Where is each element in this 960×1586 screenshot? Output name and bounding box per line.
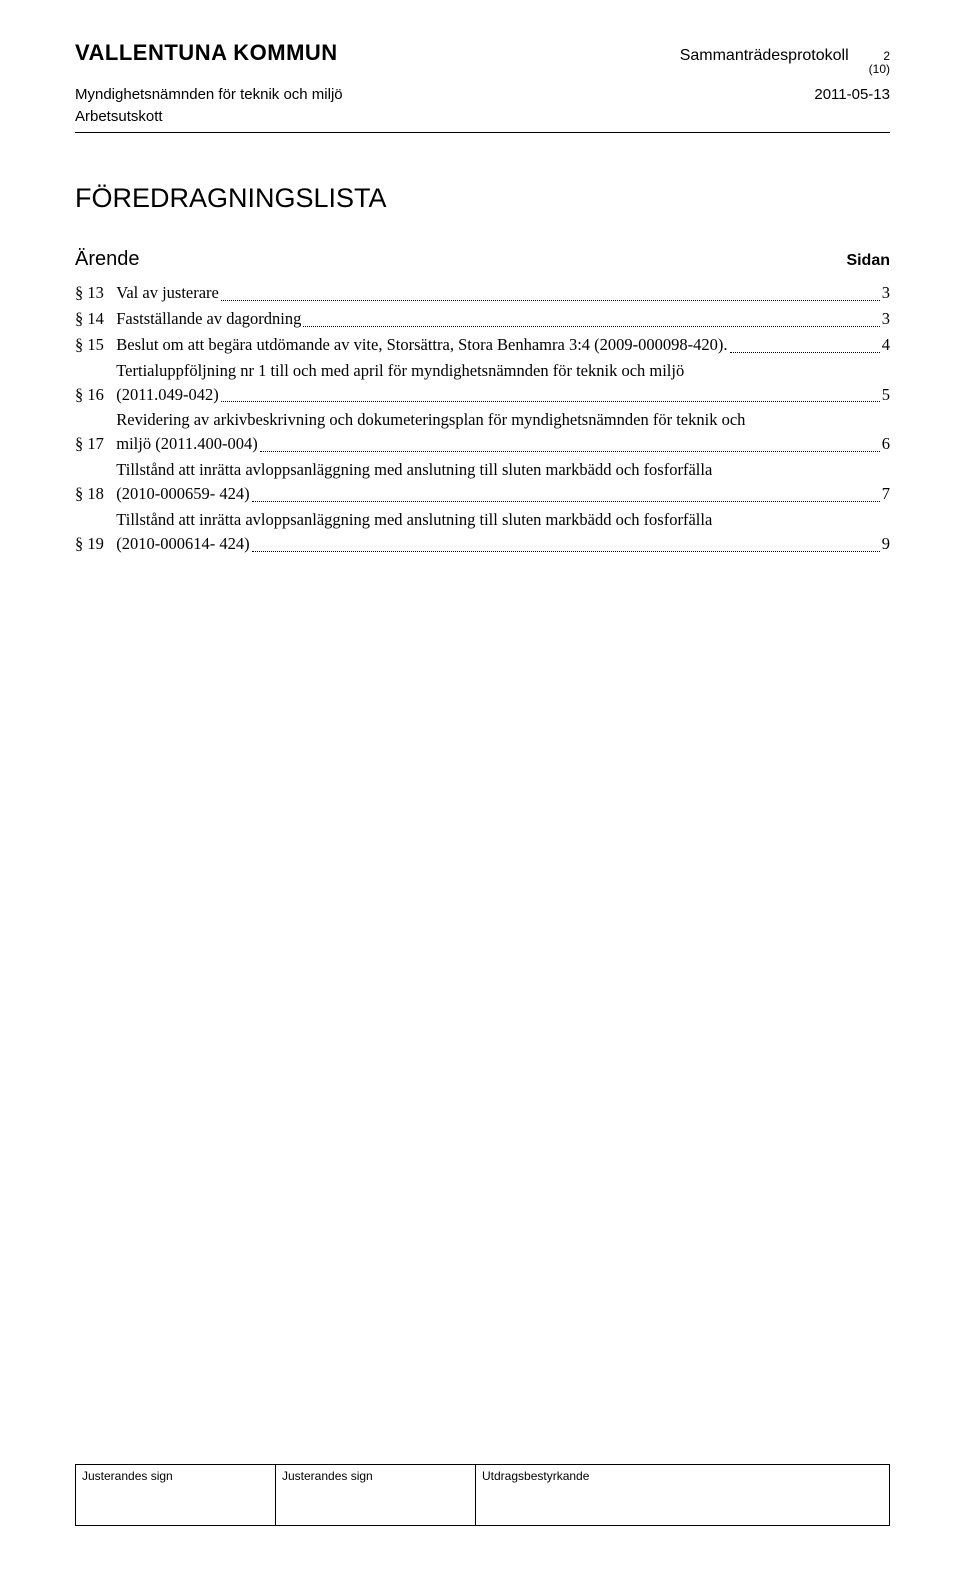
document-type: Sammanträdesprotokoll	[680, 47, 849, 65]
header-row-1: VALLENTUNA KOMMUN Sammanträdesprotokoll …	[75, 40, 890, 76]
toc-page-number: 4	[882, 333, 890, 357]
toc-text: Tillstånd att inrätta avloppsanläggning …	[116, 458, 712, 482]
meeting-date: 2011-05-13	[814, 86, 890, 103]
subcommittee-name: Arbetsutskott	[75, 106, 343, 128]
municipality-name: VALLENTUNA KOMMUN	[75, 40, 338, 66]
toc-section-number: § 19	[75, 532, 116, 556]
page-header: VALLENTUNA KOMMUN Sammanträdesprotokoll …	[75, 40, 890, 133]
toc-text-wrap: Tillstånd att inrätta avloppsanläggning …	[116, 508, 890, 556]
toc-section-number: § 15	[75, 333, 116, 357]
header-row-2: Myndighetsnämnden för teknik och miljö A…	[75, 84, 890, 128]
toc-page-number: 5	[882, 383, 890, 407]
toc-text: Val av justerare	[116, 281, 219, 305]
toc-text-wrap: Fastställande av dagordning 3	[116, 307, 890, 331]
toc-entry: § 15 Beslut om att begära utdömande av v…	[75, 333, 890, 357]
toc-entry: § 16 Tertialuppföljning nr 1 till och me…	[75, 359, 890, 407]
toc-leader	[303, 326, 879, 327]
signature-box-1: Justerandes sign	[75, 1464, 275, 1526]
toc-page-number: 3	[882, 307, 890, 331]
toc-leader	[260, 451, 880, 452]
toc-page-number: 3	[882, 281, 890, 305]
toc-entry: § 14 Fastställande av dagordning 3	[75, 307, 890, 331]
toc-line: Revidering av arkivbeskrivning och dokum…	[116, 408, 890, 432]
toc-text-wrap: Tertialuppföljning nr 1 till och med apr…	[116, 359, 890, 407]
toc-line: Fastställande av dagordning 3	[116, 307, 890, 331]
sidan-heading: Sidan	[846, 252, 890, 270]
toc-leader	[221, 401, 880, 402]
page-count: 2 (10)	[869, 50, 890, 76]
toc-text: Beslut om att begära utdömande av vite, …	[116, 333, 727, 357]
toc-text: Fastställande av dagordning	[116, 307, 301, 331]
toc-text: Tillstånd att inrätta avloppsanläggning …	[116, 508, 712, 532]
toc-leader	[730, 352, 880, 353]
toc-text: Revidering av arkivbeskrivning och dokum…	[116, 408, 745, 432]
toc-entry: § 18 Tillstånd att inrätta avloppsanlägg…	[75, 458, 890, 506]
toc-line: miljö (2011.400-004) 6	[116, 432, 890, 456]
toc-entry: § 13 Val av justerare 3	[75, 281, 890, 305]
toc-page-number: 9	[882, 532, 890, 556]
toc-line: Beslut om att begära utdömande av vite, …	[116, 333, 890, 357]
signature-box-2: Justerandes sign	[275, 1464, 475, 1526]
signature-boxes: Justerandes sign Justerandes sign Utdrag…	[75, 1464, 890, 1526]
toc-entry: § 19 Tillstånd att inrätta avloppsanlägg…	[75, 508, 890, 556]
toc-line: Tertialuppföljning nr 1 till och med apr…	[116, 359, 890, 383]
toc-line: (2011.049-042) 5	[116, 383, 890, 407]
toc-line: (2010-000614- 424) 9	[116, 532, 890, 556]
toc-section-number: § 13	[75, 281, 116, 305]
toc-leader	[221, 300, 880, 301]
toc-page-number: 7	[882, 482, 890, 506]
toc-line: Tillstånd att inrätta avloppsanläggning …	[116, 458, 890, 482]
toc-text: (2010-000659- 424)	[116, 482, 249, 506]
page-title: FÖREDRAGNINGSLISTA	[75, 183, 890, 214]
toc-text: miljö (2011.400-004)	[116, 432, 257, 456]
toc-page-number: 6	[882, 432, 890, 456]
toc-text: Tertialuppföljning nr 1 till och med apr…	[116, 359, 684, 383]
header-right: Sammanträdesprotokoll 2 (10)	[680, 47, 890, 76]
page: VALLENTUNA KOMMUN Sammanträdesprotokoll …	[0, 0, 960, 1586]
toc-text-wrap: Beslut om att begära utdömande av vite, …	[116, 333, 890, 357]
toc-text-wrap: Revidering av arkivbeskrivning och dokum…	[116, 408, 890, 456]
toc-text-wrap: Tillstånd att inrätta avloppsanläggning …	[116, 458, 890, 506]
toc-header-row: Ärende Sidan	[75, 248, 890, 271]
toc-line: Val av justerare 3	[116, 281, 890, 305]
arende-heading: Ärende	[75, 248, 140, 271]
toc-section-number: § 14	[75, 307, 116, 331]
page-total: (10)	[869, 62, 890, 76]
table-of-contents: § 13 Val av justerare 3§ 14 Fastställand…	[75, 281, 890, 556]
page-number: 2	[883, 49, 890, 63]
toc-text: (2010-000614- 424)	[116, 532, 249, 556]
header-rule	[75, 132, 890, 133]
toc-text-wrap: Val av justerare 3	[116, 281, 890, 305]
toc-text: (2011.049-042)	[116, 383, 219, 407]
toc-entry: § 17 Revidering av arkivbeskrivning och …	[75, 408, 890, 456]
certification-box: Utdragsbestyrkande	[475, 1464, 890, 1526]
toc-leader	[252, 501, 880, 502]
toc-line: Tillstånd att inrätta avloppsanläggning …	[116, 508, 890, 532]
toc-section-number: § 16	[75, 383, 116, 407]
toc-section-number: § 17	[75, 432, 116, 456]
page-footer: Justerandes sign Justerandes sign Utdrag…	[75, 1464, 890, 1526]
toc-section-number: § 18	[75, 482, 116, 506]
committee-name: Myndighetsnämnden för teknik och miljö	[75, 84, 343, 106]
committee-block: Myndighetsnämnden för teknik och miljö A…	[75, 84, 343, 128]
toc-leader	[252, 551, 880, 552]
toc-line: (2010-000659- 424) 7	[116, 482, 890, 506]
